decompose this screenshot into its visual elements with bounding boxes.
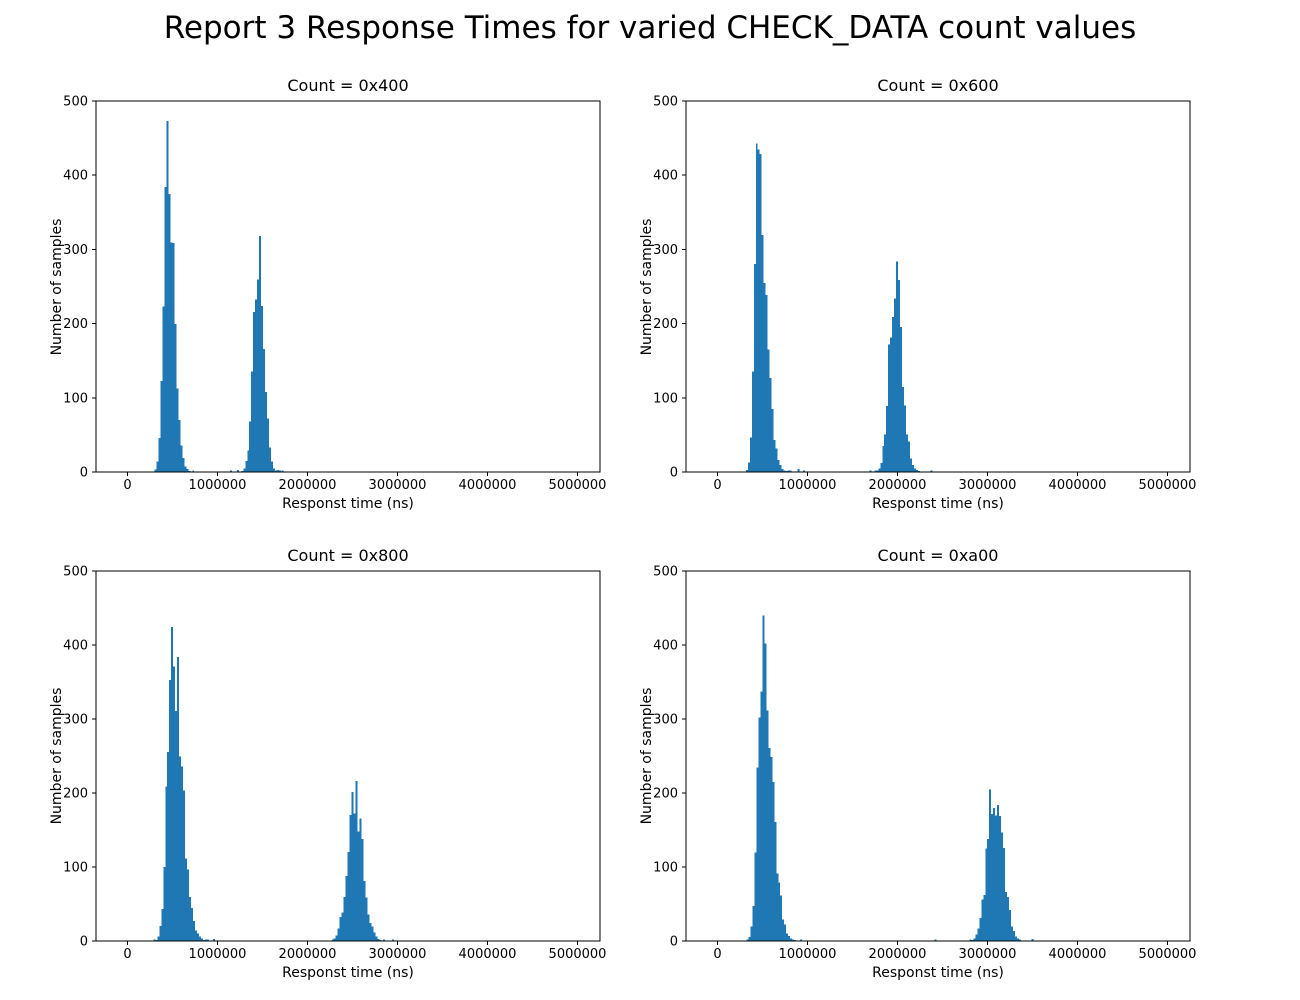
subplot-title-0xa00: Count = 0xa00: [877, 546, 999, 565]
y-tick-label: 200: [653, 317, 678, 332]
y-tick-label: 500: [63, 565, 88, 580]
axes-box: [95, 100, 601, 473]
y-tick-label: 100: [653, 861, 678, 876]
y-tick-label: 300: [63, 713, 88, 728]
y-tick-label: 500: [653, 95, 678, 110]
subplot-0x800: 0 1000000 2000000 3000000 4000000 5000000 0 100…: [63, 565, 606, 963]
y-tick-label: 400: [63, 169, 88, 184]
axes-box: [685, 570, 1191, 942]
histogram-bars: [743, 143, 933, 473]
y-tick-label: 400: [653, 169, 678, 184]
y-axis-label-0x600: Number of samples: [639, 218, 655, 356]
y-tick-label: 200: [653, 787, 678, 802]
x-tick-label: 4000000: [459, 947, 517, 962]
x-tick-label: 4000000: [1049, 478, 1107, 493]
x-tick-label: 3000000: [959, 947, 1017, 962]
y-tick-label: 500: [63, 95, 88, 110]
x-tick-label: 0: [123, 947, 131, 962]
y-axis-label-0xa00: Number of samples: [639, 687, 655, 825]
subplot-title-0x600: Count = 0x600: [877, 76, 999, 95]
y-tick-label: 0: [670, 466, 678, 481]
x-tick-label: 5000000: [549, 478, 607, 493]
x-tick-label: 5000000: [1139, 478, 1197, 493]
y-tick-label: 100: [63, 391, 88, 406]
subplot-0x600: 0 1000000 2000000 3000000 4000000 5000000 0 100…: [653, 95, 1196, 494]
x-tick-label: 3000000: [369, 947, 427, 962]
x-tick-label: 2000000: [869, 947, 927, 962]
x-axis-label-0x800: Responst time (ns): [282, 965, 414, 981]
subplot-0xa00: 0 1000000 2000000 3000000 4000000 5000000 0 100…: [653, 565, 1196, 963]
x-tick-label: 5000000: [1139, 947, 1197, 962]
y-tick-label: 200: [63, 317, 88, 332]
y-tick-label: 400: [653, 639, 678, 654]
figure-title: Report 3 Response Times for varied CHECK…: [163, 10, 1137, 46]
y-tick-label: 500: [653, 565, 678, 580]
y-axis-label-0x800: Number of samples: [49, 687, 65, 825]
subplot-title-0x800: Count = 0x800: [287, 546, 409, 565]
axes-box: [95, 570, 601, 942]
histogram-bars: [154, 121, 284, 472]
x-tick-label: 0: [713, 947, 721, 962]
y-tick-label: 300: [63, 243, 88, 258]
x-axis-label-0x400: Responst time (ns): [282, 496, 414, 512]
x-tick-label: 4000000: [459, 478, 517, 493]
x-tick-label: 2000000: [279, 947, 337, 962]
x-tick-label: 5000000: [549, 947, 607, 962]
x-tick-label: 0: [123, 478, 131, 493]
y-tick-label: 0: [670, 935, 678, 950]
y-tick-label: 100: [653, 391, 678, 406]
x-axis-label-0xa00: Responst time (ns): [872, 965, 1004, 981]
axes-box: [685, 100, 1191, 473]
y-tick-label: 300: [653, 713, 678, 728]
x-tick-label: 1000000: [189, 947, 247, 962]
y-tick-label: 400: [63, 639, 88, 654]
x-tick-label: 2000000: [869, 478, 927, 493]
subplot-0x400: 0 1000000 2000000 3000000 4000000 5000000 0 100…: [63, 95, 606, 494]
y-tick-label: 200: [63, 787, 88, 802]
y-axis-label-0x400: Number of samples: [49, 218, 65, 356]
x-tick-label: 2000000: [279, 478, 337, 493]
subplot-title-0x400: Count = 0x400: [287, 76, 409, 95]
x-tick-label: 1000000: [779, 947, 837, 962]
x-tick-label: 1000000: [189, 478, 247, 493]
histogram-bars: [746, 615, 1067, 941]
x-tick-label: 3000000: [369, 478, 427, 493]
x-tick-label: 1000000: [779, 478, 837, 493]
histogram-bars: [153, 627, 394, 941]
y-tick-label: 0: [80, 466, 88, 481]
y-tick-label: 100: [63, 861, 88, 876]
x-tick-label: 3000000: [959, 478, 1017, 493]
x-axis-label-0x600: Responst time (ns): [872, 496, 1004, 512]
x-tick-label: 4000000: [1049, 947, 1107, 962]
y-tick-label: 300: [653, 243, 678, 258]
x-tick-label: 0: [713, 478, 721, 493]
y-tick-label: 0: [80, 935, 88, 950]
